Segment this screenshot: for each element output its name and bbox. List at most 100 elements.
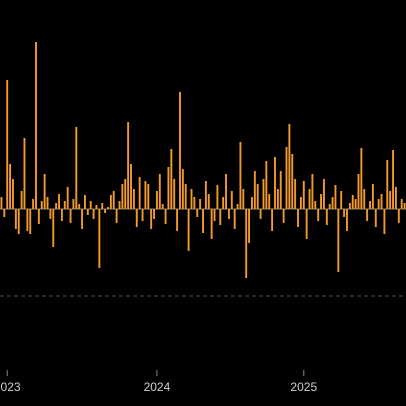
bar — [14, 209, 17, 229]
bar — [380, 194, 383, 209]
bar — [227, 209, 230, 219]
bar — [6, 80, 9, 209]
bar — [394, 187, 397, 209]
bar — [325, 209, 328, 225]
bar — [219, 209, 222, 225]
bar — [199, 199, 202, 209]
bar — [371, 184, 374, 209]
bar — [213, 209, 216, 221]
bar — [176, 209, 179, 231]
bar — [150, 209, 153, 229]
bar — [135, 209, 138, 227]
bar — [141, 209, 144, 221]
bar — [92, 209, 95, 219]
bar — [274, 157, 276, 209]
bar — [360, 148, 363, 209]
bar — [3, 209, 6, 217]
bar — [98, 209, 101, 268]
bar — [155, 191, 158, 209]
bar — [271, 209, 274, 231]
bar — [259, 209, 262, 219]
bar — [115, 209, 118, 223]
bar — [9, 164, 12, 209]
bar — [63, 201, 66, 209]
bar — [164, 209, 167, 224]
bar — [121, 184, 124, 209]
bar — [37, 209, 40, 224]
bar — [112, 191, 115, 209]
bar — [305, 209, 308, 239]
bar — [179, 92, 181, 209]
bar — [348, 203, 351, 209]
bar — [107, 207, 109, 209]
bar — [23, 138, 26, 209]
bar — [158, 174, 161, 209]
bar — [245, 209, 248, 278]
bar — [230, 191, 233, 209]
bar — [83, 195, 86, 209]
bar — [118, 201, 121, 209]
bar — [291, 154, 294, 209]
bar — [297, 209, 299, 227]
bar — [383, 209, 386, 234]
bar — [357, 174, 360, 209]
bar — [279, 171, 282, 209]
x-tick-label: 2024 — [144, 380, 171, 394]
bar — [193, 197, 196, 209]
bar — [130, 164, 132, 209]
bar — [26, 209, 29, 231]
bar — [12, 179, 14, 209]
bar — [248, 209, 251, 243]
bar — [55, 203, 58, 209]
bar — [196, 209, 199, 217]
bar — [147, 184, 150, 209]
bar — [328, 204, 331, 209]
bar — [95, 205, 98, 209]
bar — [340, 191, 343, 209]
bar — [101, 203, 104, 209]
bar — [138, 177, 141, 209]
bar — [308, 189, 311, 209]
bar — [127, 122, 130, 209]
bar — [314, 201, 317, 209]
bar — [86, 209, 89, 215]
bar — [377, 199, 380, 209]
bar — [265, 161, 268, 209]
bar — [52, 209, 55, 247]
bar — [0, 197, 3, 209]
bar — [216, 185, 219, 209]
bar — [363, 189, 366, 209]
bar — [78, 204, 81, 209]
bar — [89, 201, 92, 209]
bar — [207, 194, 210, 209]
x-tick-label: 2025 — [290, 380, 317, 394]
bar — [173, 179, 176, 209]
bar — [17, 209, 20, 234]
bar — [72, 199, 75, 209]
bar — [331, 197, 334, 209]
bar — [366, 209, 369, 221]
bar — [262, 179, 265, 209]
bar — [253, 171, 256, 209]
bar — [167, 167, 170, 209]
bar — [104, 209, 107, 213]
bar — [170, 149, 173, 209]
bar — [49, 209, 52, 219]
bar — [386, 160, 389, 209]
bar — [236, 204, 239, 209]
bar — [389, 191, 392, 209]
bar — [132, 189, 135, 209]
bar — [190, 189, 193, 209]
bar — [251, 197, 253, 209]
bar — [239, 142, 242, 209]
bar — [69, 209, 72, 223]
bar — [46, 197, 49, 209]
bar — [58, 194, 60, 209]
bar — [346, 209, 348, 231]
bar — [81, 209, 84, 229]
bar — [35, 42, 37, 209]
bar — [351, 195, 354, 209]
bar — [276, 189, 279, 209]
bar — [184, 184, 187, 209]
